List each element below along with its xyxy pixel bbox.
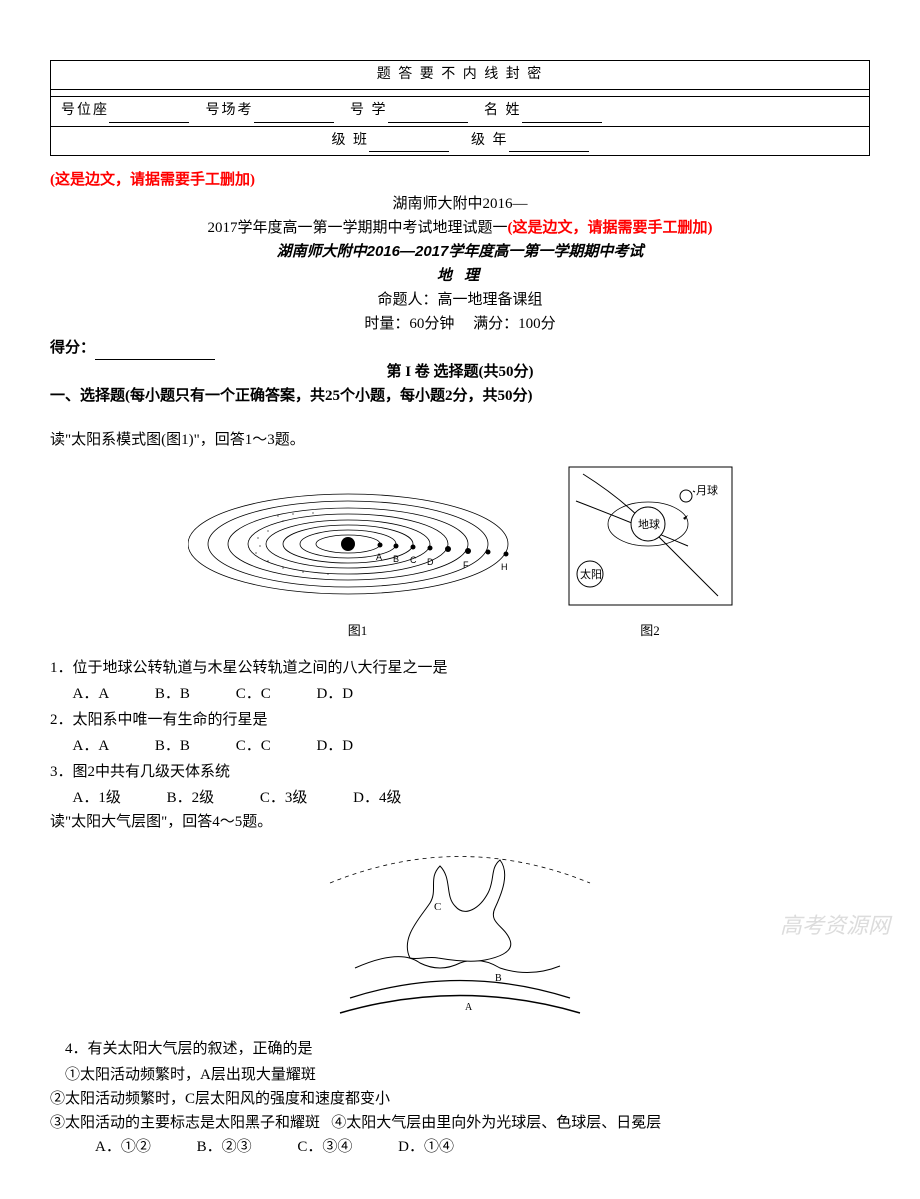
author-line: 命题人：高一地理备课组 bbox=[50, 288, 870, 312]
q2-opt-a: A．A bbox=[73, 734, 110, 758]
section1-heading: 第 I 卷 选择题(共50分) bbox=[50, 360, 870, 384]
q2-text: 2．太阳系中唯一有生命的行星是 bbox=[50, 708, 870, 732]
q1-opt-b: B．B bbox=[155, 682, 190, 706]
score-field: 得分： bbox=[50, 336, 870, 360]
q4-opt-c: C．③④ bbox=[297, 1135, 352, 1159]
q4-options: A．①② B．②③ C．③④ D．①④ bbox=[95, 1135, 870, 1159]
section1-instruction: 一、选择题(每小题只有一个正确答案，共25个小题，每小题2分，共50分) bbox=[50, 384, 870, 408]
earth-label-svg: 地球 bbox=[638, 517, 660, 531]
svg-text:B: B bbox=[495, 973, 502, 984]
q1-opt-a: A．A bbox=[73, 682, 110, 706]
number-label: 号 学 bbox=[350, 103, 388, 118]
header-class-row: 级 班 级 年 bbox=[51, 126, 870, 155]
name-label: 名 姓 bbox=[484, 103, 522, 118]
svg-text:H: H bbox=[501, 562, 508, 572]
q4-stmt3: ③太阳活动的主要标志是太阳黑子和耀斑 bbox=[50, 1115, 320, 1131]
q3-opt-c: C．3级 bbox=[260, 786, 308, 810]
figure-2-caption: 图2 bbox=[568, 621, 733, 642]
q4-stmt34: ③太阳活动的主要标志是太阳黑子和耀斑 ④太阳大气层由里向外为光球层、色球层、日冕… bbox=[50, 1111, 870, 1135]
svg-text:D: D bbox=[427, 557, 434, 567]
q4-stmt2: ②太阳活动频繁时，C层太阳风的强度和速度都变小 bbox=[50, 1087, 870, 1111]
examroom-label: 号场考 bbox=[206, 103, 254, 118]
year-line-prefix: 2017学年度高一第一学期期中考试地理试题一 bbox=[207, 220, 507, 236]
figure-1-caption: 图1 bbox=[188, 621, 528, 642]
class-label: 级 班 bbox=[332, 133, 370, 148]
intro-q4-5: 读"太阳大气层图"，回答4～5题。 bbox=[50, 810, 870, 834]
time-score-line: 时量：60分钟 满分：100分 bbox=[50, 312, 870, 336]
intro-q1-3: 读"太阳系模式图(图1)"，回答1～3题。 bbox=[50, 428, 870, 452]
grade-label: 级 年 bbox=[471, 133, 509, 148]
q4-text: 4．有关太阳大气层的叙述，正确的是 bbox=[50, 1037, 870, 1061]
q1-options: A．A B．B C．C D．D bbox=[73, 682, 871, 706]
q3-opt-b: B．2级 bbox=[167, 786, 215, 810]
q4-opt-a: A．①② bbox=[95, 1135, 151, 1159]
year-line: 2017学年度高一第一学期期中考试地理试题一(这是边文，请据需要手工删加) bbox=[50, 216, 870, 240]
svg-text:B: B bbox=[393, 554, 399, 564]
exam-header-table: 题 答 要 不 内 线 封 密 号位座 号场考 号 学 名 姓 级 班 级 年 bbox=[50, 60, 870, 156]
q1-opt-c: C．C bbox=[236, 682, 271, 706]
seat-label: 号位座 bbox=[61, 103, 109, 118]
moon-label-svg: 月球 bbox=[696, 483, 718, 497]
q4-opt-d: D．①④ bbox=[398, 1135, 454, 1159]
svg-text:A: A bbox=[465, 1002, 473, 1013]
q2-opt-d: D．D bbox=[316, 734, 353, 758]
q2-opt-c: C．C bbox=[236, 734, 271, 758]
school-line: 湖南师大附中2016— bbox=[50, 192, 870, 216]
fullscore-label: 满分：100分 bbox=[473, 316, 556, 332]
svg-text:F: F bbox=[463, 560, 469, 570]
margin-note-1: (这是边文，请据需要手工删加) bbox=[50, 168, 870, 192]
svg-text:C: C bbox=[410, 555, 417, 565]
main-title: 湖南师大附中2016—2017学年度高一第一学期期中考试 bbox=[50, 240, 870, 264]
header-empty-row bbox=[51, 90, 870, 97]
q1-text: 1．位于地球公转轨道与木星公转轨道之间的八大行星之一是 bbox=[50, 656, 870, 680]
q3-opt-a: A．1级 bbox=[73, 786, 121, 810]
header-info-row: 号位座 号场考 号 学 名 姓 bbox=[51, 97, 870, 126]
q2-opt-b: B．B bbox=[155, 734, 190, 758]
q3-text: 3．图2中共有几级天体系统 bbox=[50, 760, 870, 784]
sun-label-svg: 太阳 bbox=[580, 568, 602, 581]
q4-stmt4: ④太阳大气层由里向外为光球层、色球层、日冕层 bbox=[331, 1115, 661, 1131]
figure-2: 地球 月球 太阳 图2 bbox=[568, 466, 733, 642]
score-label: 得分： bbox=[50, 340, 95, 356]
figure-sun-atmosphere: A B C 高考资源网 bbox=[50, 848, 870, 1023]
figure-row-1: A B C D F H 图1 地球 bbox=[50, 466, 870, 642]
subject-title: 地 理 bbox=[50, 264, 870, 288]
svg-text:A: A bbox=[376, 552, 382, 562]
q4-opt-b: B．②③ bbox=[197, 1135, 252, 1159]
watermark-text: 高考资源网 bbox=[780, 908, 890, 943]
q4-stmt1: ①太阳活动频繁时，A层出现大量耀斑 bbox=[50, 1063, 870, 1087]
q2-options: A．A B．B C．C D．D bbox=[73, 734, 871, 758]
margin-note-2: (这是边文，请据需要手工删加) bbox=[508, 220, 713, 236]
q3-options: A．1级 B．2级 C．3级 D．4级 bbox=[73, 786, 871, 810]
svg-text:C: C bbox=[434, 901, 441, 913]
q1-opt-d: D．D bbox=[316, 682, 353, 706]
header-seal-line: 题 答 要 不 内 线 封 密 bbox=[51, 61, 870, 90]
time-label: 时量：60分钟 bbox=[364, 316, 454, 332]
q3-opt-d: D．4级 bbox=[353, 786, 401, 810]
figure-1: A B C D F H 图1 bbox=[188, 466, 528, 642]
